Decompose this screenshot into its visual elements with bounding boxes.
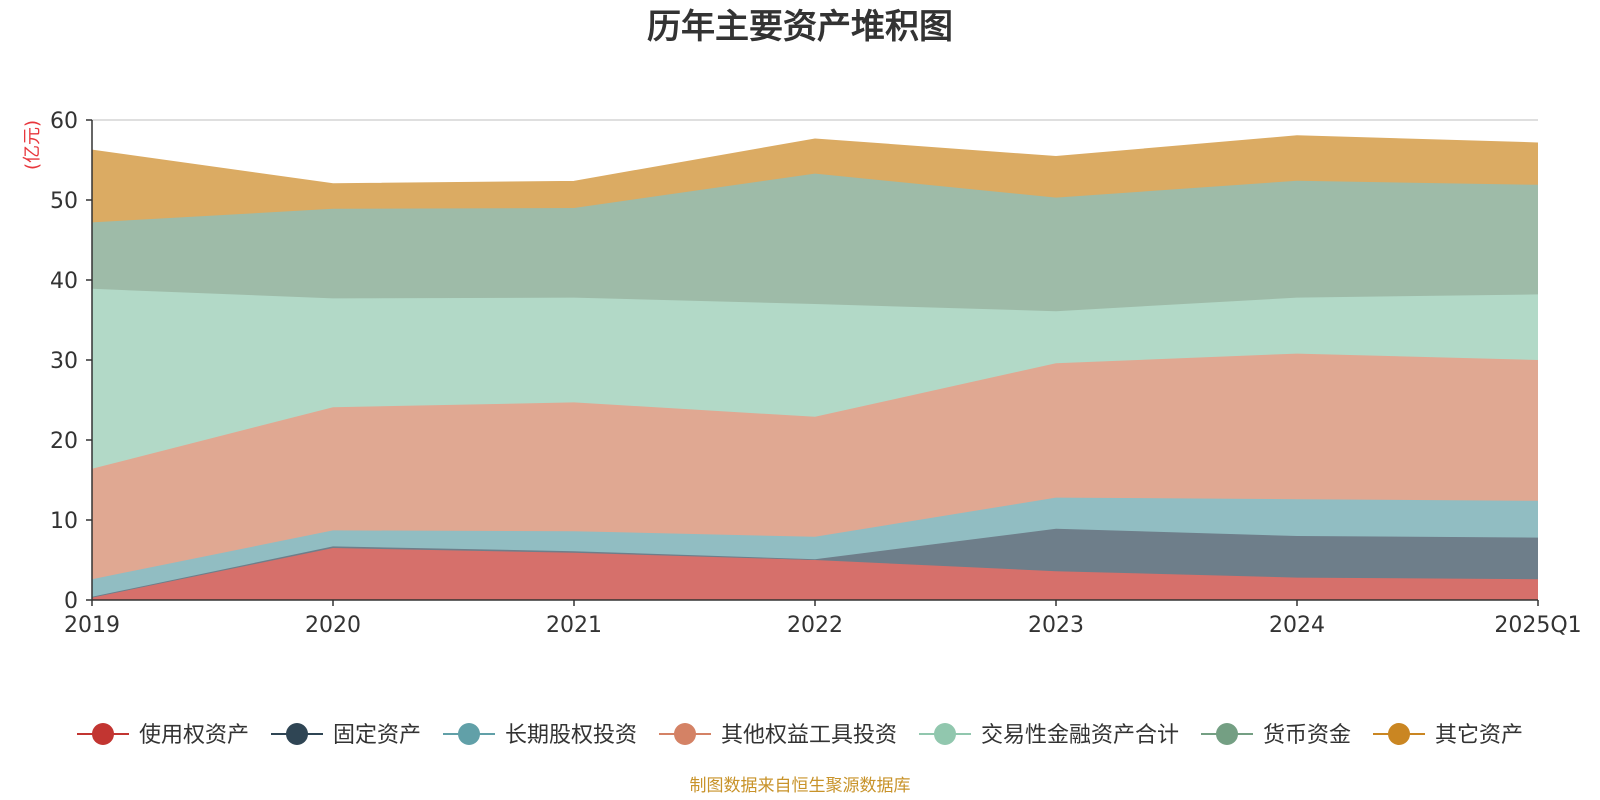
legend-label: 长期股权投资 — [505, 723, 637, 748]
x-tick-label: 2020 — [305, 613, 361, 638]
legend-label: 使用权资产 — [139, 723, 249, 748]
legend-item-1[interactable]: 固定资产 — [271, 723, 421, 748]
legend-item-3[interactable]: 其他权益工具投资 — [659, 723, 897, 748]
data-source-note: 制图数据来自恒生聚源数据库 — [690, 776, 911, 796]
legend-label: 其它资产 — [1435, 723, 1523, 748]
y-tick-label: 60 — [50, 109, 78, 134]
axes: 0 10 20 30 40 50 60 2019 2020 2021 2022 2023 2024 202… — [50, 109, 1582, 638]
area-series-line-6 — [91, 135, 1539, 185]
legend-dot-icon — [1216, 723, 1238, 745]
y-axis-unit-label: (亿元) — [22, 120, 43, 170]
x-tick-label: 2025Q1 — [1494, 613, 1581, 638]
legend-dot-icon — [458, 723, 480, 745]
x-tick-label: 2021 — [546, 613, 602, 638]
area-series-3 — [92, 353, 1538, 580]
area-series-4 — [92, 288, 1538, 469]
x-tick-label: 2024 — [1269, 613, 1325, 638]
legend-dot-icon — [674, 723, 696, 745]
legend[interactable]: 使用权资产 固定资产 长期股权投资 其他权益工具投资 交易性金融资产合计 货币资金 其它资产 — [77, 723, 1523, 748]
y-tick-label: 20 — [50, 429, 78, 454]
legend-item-4[interactable]: 交易性金融资产合计 — [919, 723, 1179, 748]
legend-dot-icon — [934, 723, 956, 745]
legend-item-2[interactable]: 长期股权投资 — [443, 723, 637, 748]
area-series-6 — [92, 136, 1538, 223]
legend-item-5[interactable]: 货币资金 — [1201, 723, 1351, 748]
legend-label: 其他权益工具投资 — [721, 723, 897, 748]
chart-title: 历年主要资产堆积图 — [647, 7, 953, 47]
y-tick-label: 10 — [50, 509, 78, 534]
x-tick-label: 2022 — [787, 613, 843, 638]
area-series-5 — [92, 173, 1538, 312]
y-tick-label: 0 — [64, 589, 78, 614]
legend-label: 固定资产 — [333, 723, 421, 748]
legend-item-6[interactable]: 其它资产 — [1373, 723, 1523, 748]
y-tick-label: 30 — [50, 349, 78, 374]
legend-label: 交易性金融资产合计 — [981, 723, 1179, 748]
area-series-2 — [92, 497, 1538, 597]
legend-dot-icon — [286, 723, 308, 745]
area-series-group — [91, 135, 1539, 600]
area-series-0 — [92, 548, 1538, 600]
legend-dot-icon — [1388, 723, 1410, 745]
y-tick-label: 50 — [50, 189, 78, 214]
legend-dot-icon — [92, 723, 114, 745]
legend-item-0[interactable]: 使用权资产 — [77, 723, 249, 748]
x-tick-label: 2019 — [64, 613, 120, 638]
legend-label: 货币资金 — [1263, 723, 1351, 748]
area-series-1 — [92, 528, 1538, 598]
x-tick-label: 2023 — [1028, 613, 1084, 638]
y-tick-label: 40 — [50, 269, 78, 294]
